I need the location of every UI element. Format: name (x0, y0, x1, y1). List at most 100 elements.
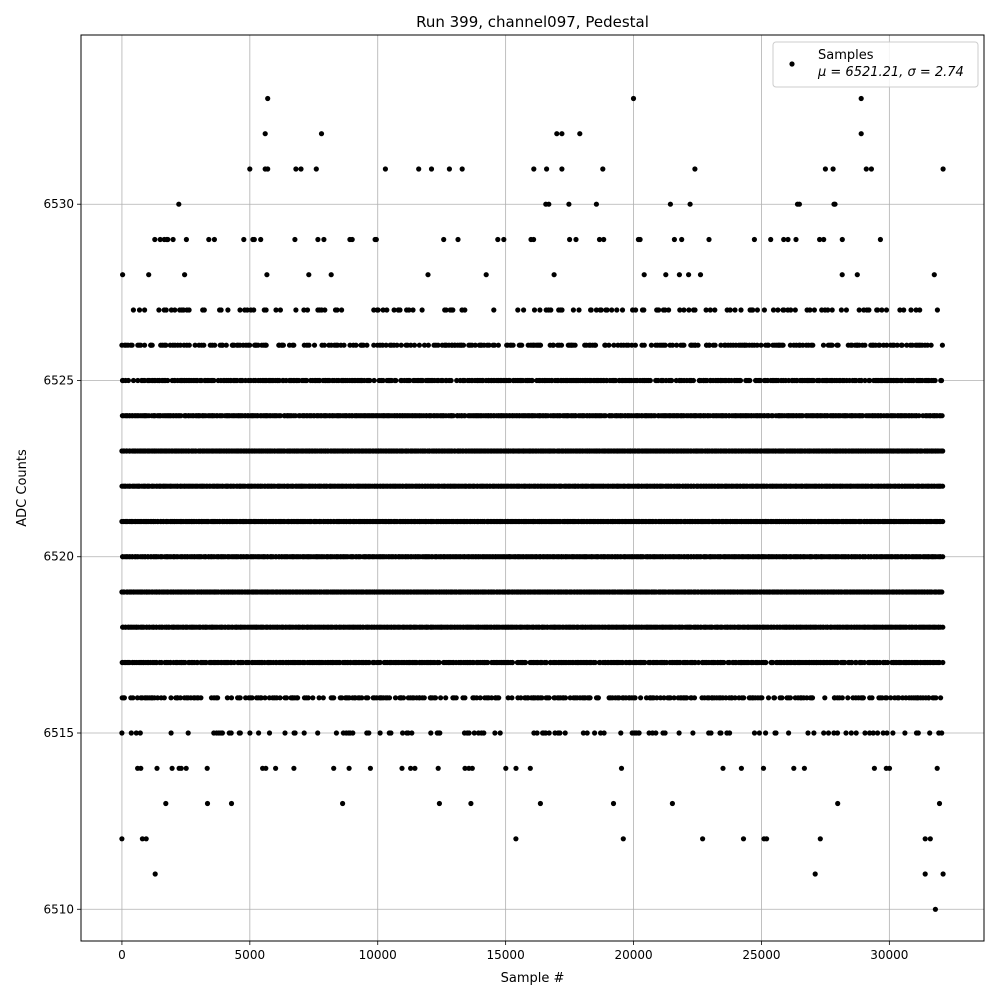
data-point (834, 730, 841, 736)
data-point (934, 765, 940, 771)
data-point (862, 730, 868, 736)
data-point (273, 765, 279, 771)
data-point (292, 730, 298, 736)
data-point (183, 765, 189, 771)
data-point (805, 730, 811, 736)
data-point (902, 730, 908, 736)
data-point (350, 730, 356, 736)
data-point (130, 695, 136, 701)
data-point (759, 695, 765, 701)
data-point (610, 800, 617, 807)
data-point (320, 695, 326, 701)
data-point (219, 730, 225, 736)
data-point (474, 695, 480, 701)
data-point (718, 730, 724, 736)
data-point (843, 730, 849, 736)
data-point (436, 800, 442, 807)
chart-title: Run 399, channel097, Pedestal (416, 13, 649, 31)
data-point (690, 730, 696, 736)
data-point (860, 695, 867, 701)
data-point (366, 659, 372, 666)
data-point (119, 730, 125, 736)
data-point (163, 800, 169, 807)
data-point (539, 695, 545, 701)
data-point (466, 730, 472, 736)
data-point (721, 659, 727, 666)
data-point (557, 730, 563, 736)
data-point (513, 765, 519, 771)
data-point (861, 659, 868, 666)
data-point (741, 695, 747, 701)
data-point (562, 730, 568, 736)
data-point (940, 483, 946, 489)
data-point (939, 730, 945, 736)
data-point (492, 730, 498, 736)
data-point (811, 730, 817, 736)
data-point (266, 730, 273, 736)
data-point (884, 695, 890, 701)
data-point (765, 695, 772, 701)
data-point (936, 800, 943, 807)
data-point (497, 730, 503, 736)
data-point (940, 624, 946, 630)
data-point (284, 695, 290, 701)
data-point (940, 554, 946, 560)
data-point (534, 730, 540, 736)
data-point (316, 695, 322, 701)
data-point (377, 659, 383, 666)
data-point (428, 730, 434, 736)
data-point (224, 695, 230, 701)
data-point (436, 659, 442, 666)
data-point (137, 730, 143, 736)
data-point (258, 695, 264, 701)
data-point (215, 695, 221, 701)
data-point (546, 695, 552, 701)
data-point (845, 695, 851, 701)
data-point (295, 695, 301, 701)
data-point (331, 695, 337, 701)
data-point (178, 765, 184, 771)
data-point (839, 695, 845, 701)
data-point (933, 695, 939, 701)
data-point (787, 695, 794, 701)
data-point (496, 695, 502, 701)
data-point (231, 659, 237, 666)
data-point (537, 800, 544, 807)
data-point (695, 659, 702, 666)
data-point (886, 765, 893, 771)
data-point (546, 730, 552, 736)
data-point (277, 695, 283, 701)
data-point (595, 695, 602, 701)
data-point (684, 695, 690, 701)
data-point (809, 695, 816, 701)
data-points (119, 95, 946, 912)
data-point (821, 730, 827, 736)
data-point (638, 695, 644, 701)
data-point (237, 695, 243, 701)
data-point (177, 695, 183, 701)
data-point (263, 765, 269, 771)
data-point (468, 800, 474, 807)
data-point (503, 765, 509, 771)
data-point (867, 730, 873, 736)
data-point (421, 695, 427, 701)
data-point (204, 765, 210, 771)
data-point (305, 695, 311, 701)
data-point (509, 695, 515, 701)
data-point (732, 695, 738, 701)
data-point (262, 695, 268, 701)
data-point (562, 695, 569, 701)
data-point (432, 695, 439, 701)
data-point (869, 695, 875, 701)
data-point (786, 730, 792, 736)
data-point (884, 730, 890, 736)
data-point (842, 659, 848, 666)
data-point (228, 800, 235, 807)
data-point (133, 730, 139, 736)
data-point (938, 695, 944, 701)
data-point (720, 765, 726, 771)
data-point (669, 800, 676, 807)
data-point (760, 765, 767, 771)
data-point (365, 695, 371, 701)
